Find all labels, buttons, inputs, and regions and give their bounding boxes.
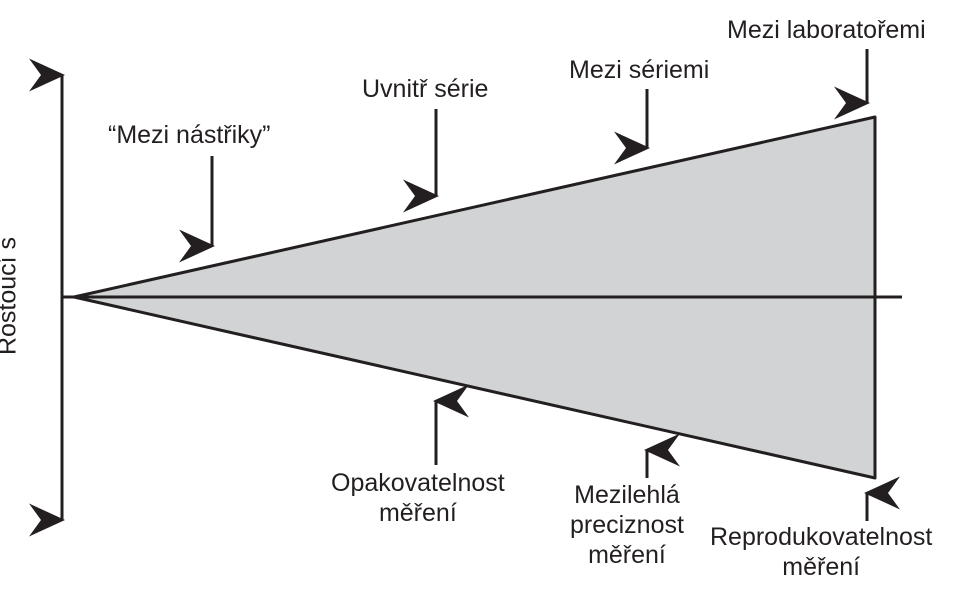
label-between-series: Mezi sériemi: [569, 55, 709, 85]
precision-cone-diagram: { "diagram": { "background_color": "#fff…: [0, 0, 956, 593]
label-reproducibility: Reprodukovatelnost měření: [710, 522, 932, 582]
label-intermediate-precision: Mezilehlá preciznost měření: [570, 480, 684, 570]
label-repeatability: Opakovatelnost měření: [331, 468, 505, 528]
label-between-labs: Mezi laboratořemi: [727, 15, 926, 45]
label-within-series: Uvnitř série: [362, 74, 488, 104]
y-axis-label: Rostoucí s: [0, 237, 23, 355]
label-between-injections: “Mezi nástřiky”: [108, 120, 271, 150]
